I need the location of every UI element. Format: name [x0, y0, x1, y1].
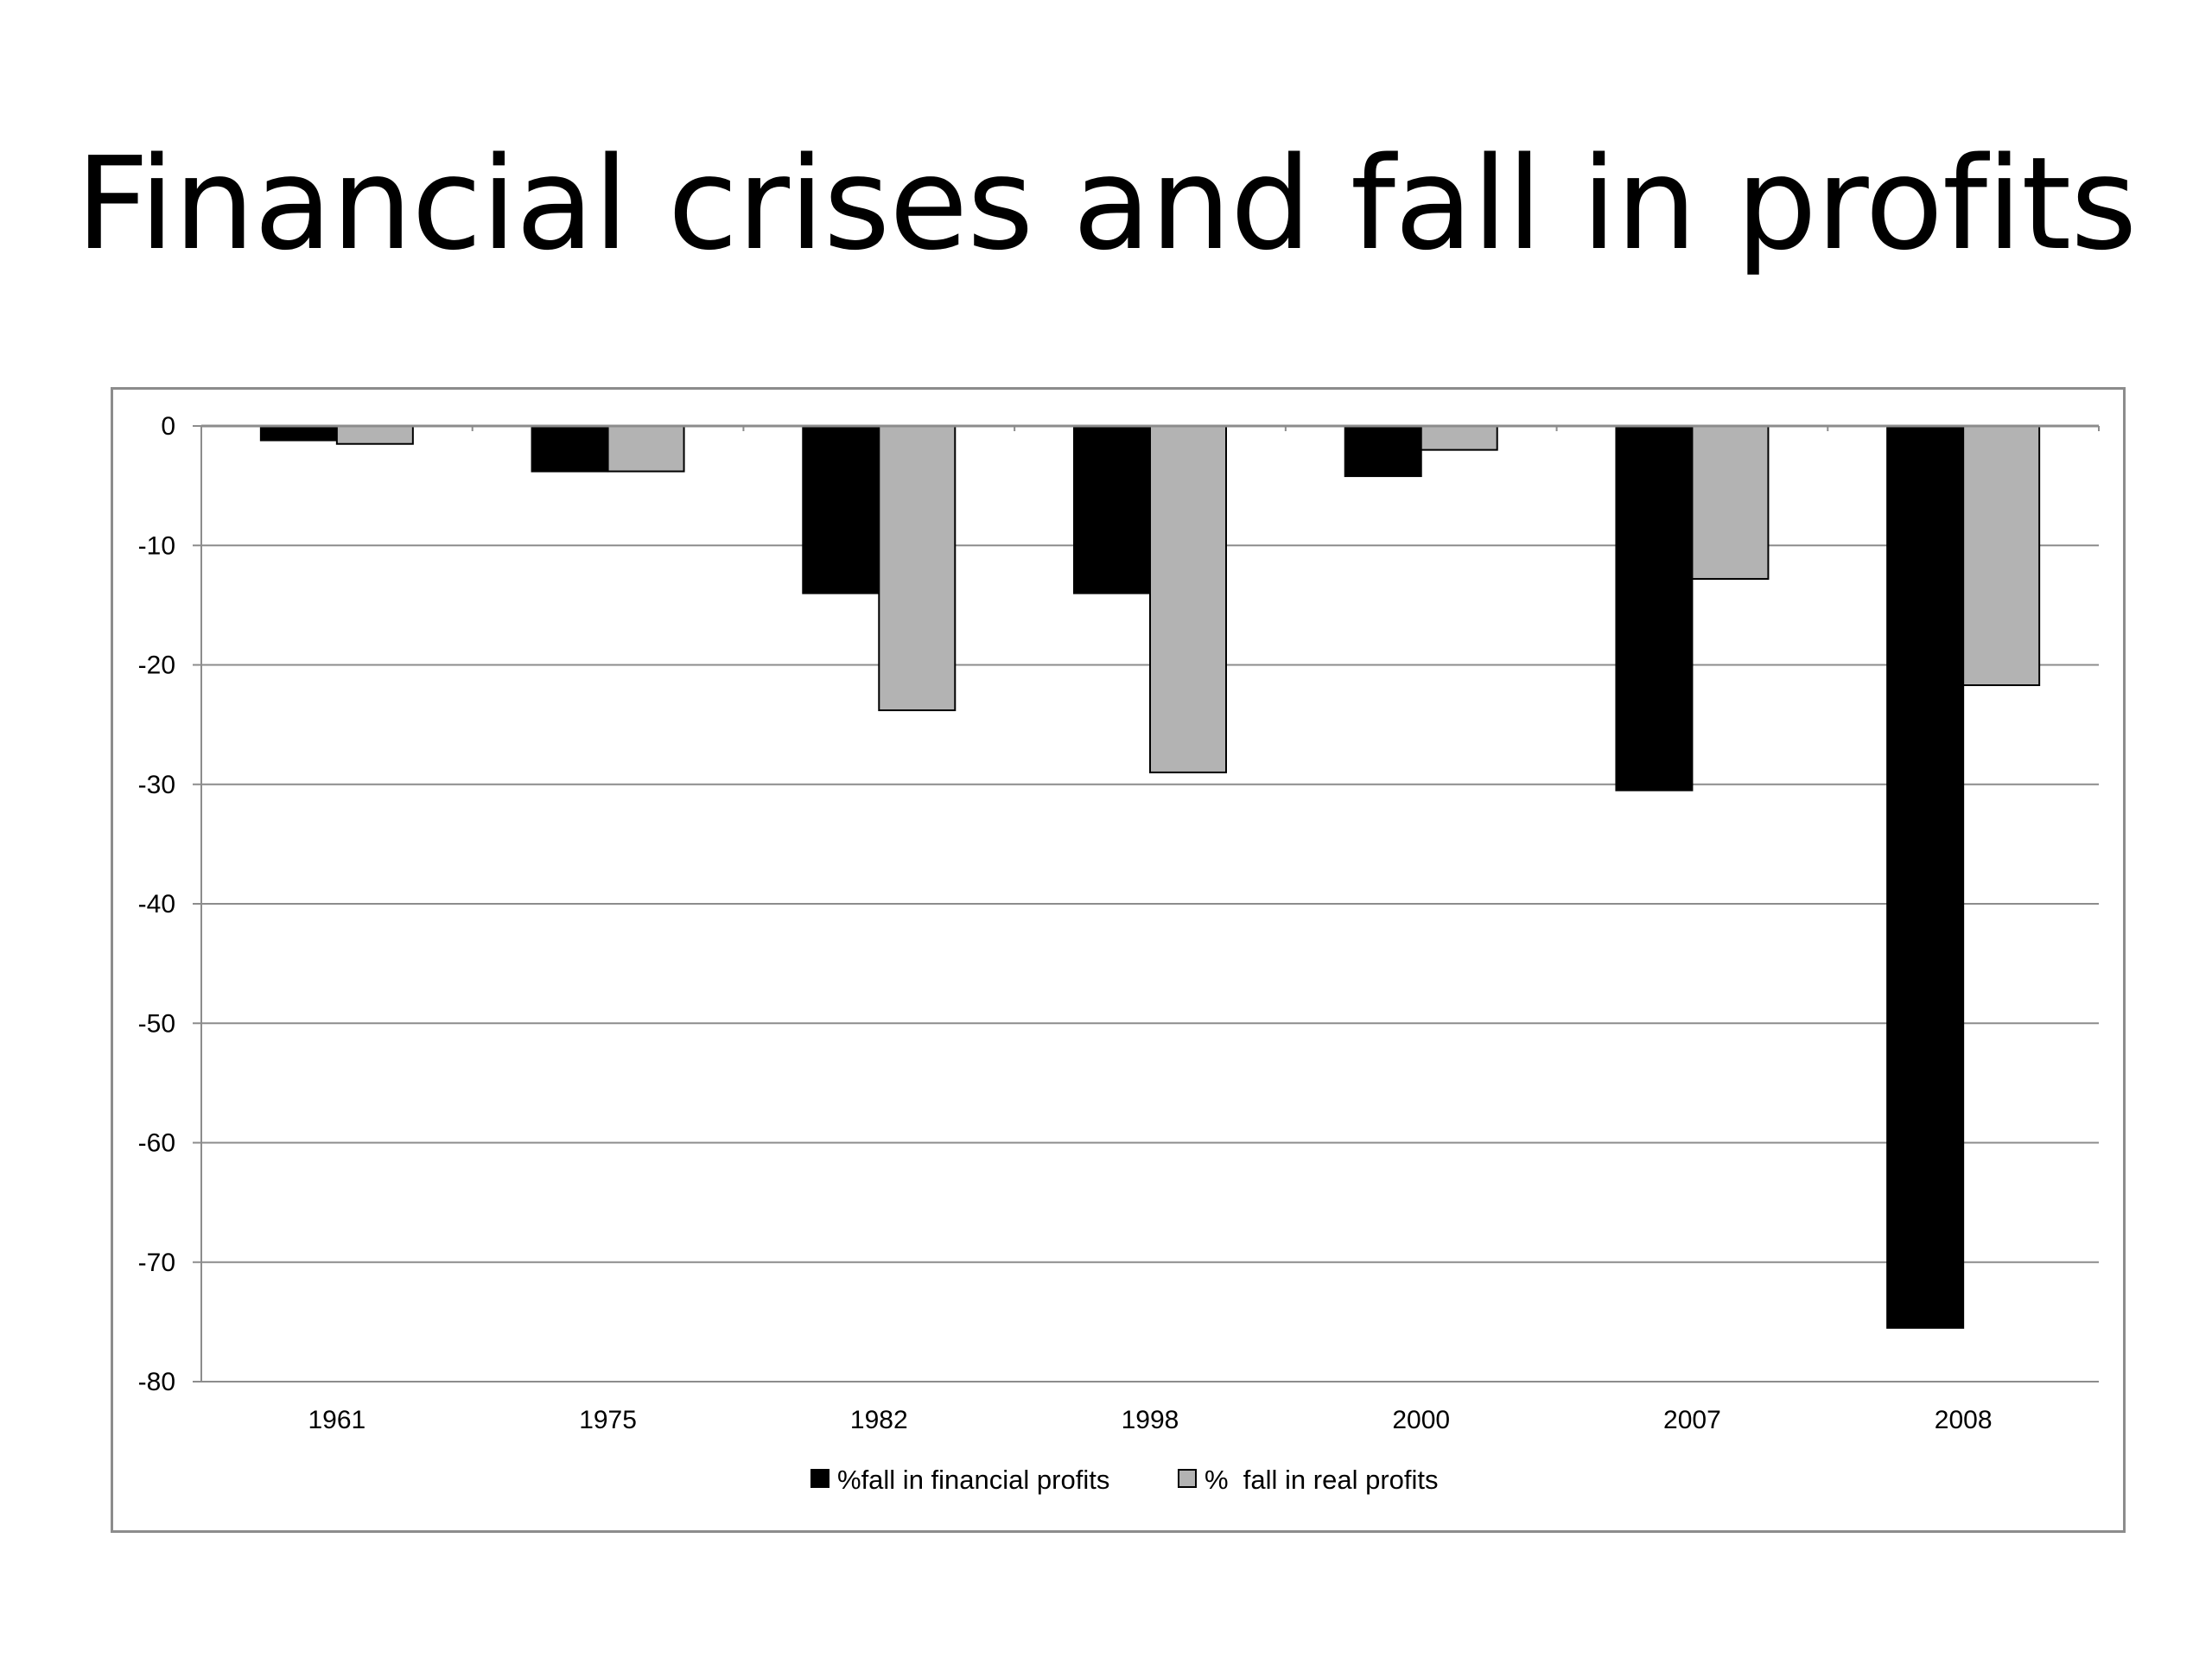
x-tick-label: 1982 [850, 1406, 908, 1434]
y-tick-label: -10 [138, 531, 175, 560]
gridlines [201, 544, 2099, 1382]
y-tick-label: -40 [138, 890, 175, 918]
bar [1615, 425, 1694, 791]
legend-label: %fall in financial profits [837, 1465, 1109, 1495]
bars [259, 425, 2041, 1329]
axes [193, 424, 2100, 1382]
y-tick-label: -80 [138, 1368, 175, 1396]
bar [1344, 425, 1422, 478]
x-tick-label: 1961 [308, 1406, 365, 1434]
legend-swatch [810, 1469, 830, 1488]
bar [1962, 425, 2041, 687]
bar [531, 425, 609, 473]
bar [607, 425, 685, 473]
y-tick-labels: 0 -10 -20 -30 -40 -50 -60 -70 -80 [138, 412, 175, 1396]
y-tick-label: -50 [138, 1009, 175, 1038]
bar [335, 425, 414, 445]
x-tick-label: 2008 [1935, 1406, 1993, 1434]
x-tick-label: 2000 [1392, 1406, 1450, 1434]
bar [1691, 425, 1770, 580]
slide-title: Financial crises and fall in profits [75, 130, 2138, 278]
x-tick-labels: 1961 1975 1982 1998 2000 2007 2008 [308, 1406, 1992, 1434]
bar [802, 425, 880, 594]
bar [1149, 425, 1227, 773]
bar [1886, 425, 1965, 1329]
bar [878, 425, 957, 712]
y-tick-label: -60 [138, 1129, 175, 1158]
bar-chart: 0-10-20-30-40-50-60-70-80 1961 1975 1982 19… [138, 412, 2100, 1495]
bar [1420, 425, 1498, 451]
y-tick-label: -20 [138, 652, 175, 680]
x-tick-label: 1975 [579, 1406, 637, 1434]
x-tick-label: 2007 [1663, 1406, 1721, 1434]
y-tick-label: -30 [138, 771, 175, 799]
x-tick-label: 1998 [1122, 1406, 1179, 1434]
legend: %fall in financial profits % fall in real… [810, 1465, 1439, 1495]
bar [1073, 425, 1151, 594]
y-tick-label: -70 [138, 1249, 175, 1277]
bar [259, 425, 338, 442]
y-tick-label: 0 [161, 412, 175, 441]
legend-label: % fall in real profits [1205, 1465, 1439, 1495]
legend-swatch [1178, 1469, 1197, 1488]
chart-frame: 0 -10 -20 -30 -40 -50 -60 -70 -80 1961 1975 1982 19… [111, 387, 2126, 1533]
